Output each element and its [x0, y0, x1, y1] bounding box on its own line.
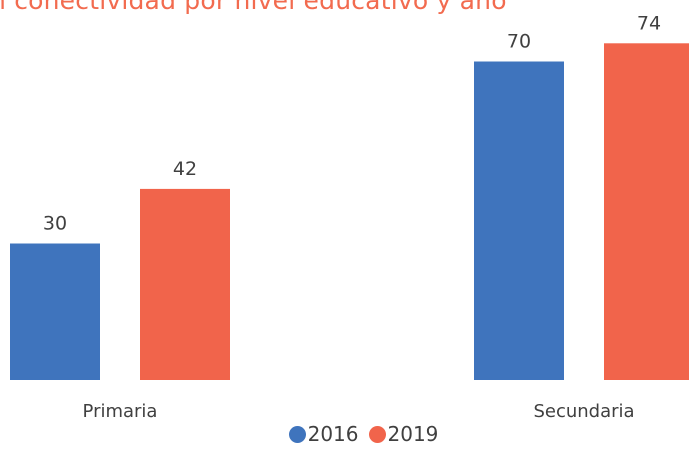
- bar-primaria-2016: [10, 243, 100, 380]
- legend-label-2019: 2019: [387, 422, 439, 446]
- category-labels-layer: Primaria Secundaria: [83, 401, 635, 422]
- legend-entry-2016: 2016: [288, 422, 359, 446]
- chart-title: n conectividad por nivel educativo y año: [0, 0, 507, 15]
- labels-layer: 30 70 42 74: [43, 12, 661, 234]
- bar-secundaria-2016: [474, 61, 564, 380]
- data-label-secundaria-2019: 74: [637, 12, 661, 34]
- bars-layer: [10, 43, 689, 381]
- bar-primaria-2019: [140, 188, 230, 380]
- legend-swatch-2016: [288, 425, 306, 443]
- category-label-primaria: Primaria: [83, 401, 158, 422]
- legend-entry-2019: 2019: [368, 422, 439, 446]
- category-label-secundaria: Secundaria: [533, 401, 634, 422]
- data-label-secundaria-2016: 70: [507, 31, 531, 53]
- data-label-primaria-2019: 42: [173, 158, 197, 180]
- legend: 2016 2019: [0, 424, 689, 444]
- bar-secundaria-2019: [604, 43, 689, 381]
- data-label-primaria-2016: 30: [43, 213, 67, 235]
- legend-swatch-2019: [368, 425, 386, 443]
- legend-label-2016: 2016: [307, 422, 359, 446]
